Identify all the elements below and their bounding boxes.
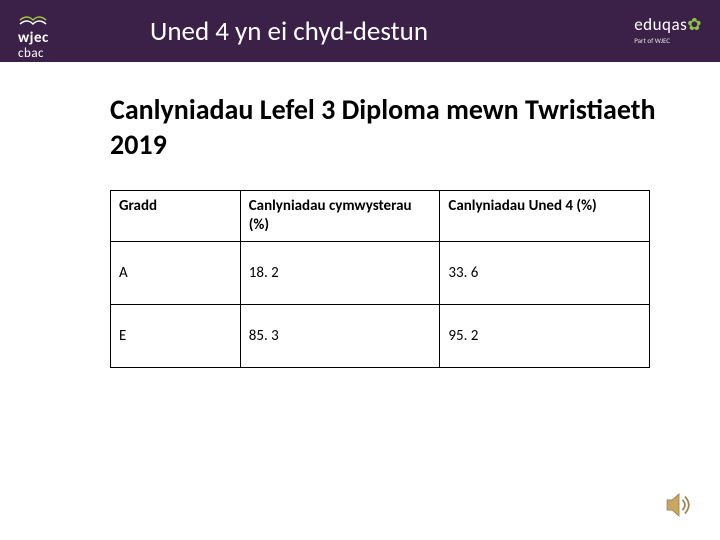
book-icon <box>18 10 49 29</box>
cell-unit4: 33. 6 <box>440 241 650 304</box>
slide-content: Canlyniadau Lefel 3 Diploma mewn Twristi… <box>0 62 720 368</box>
content-subtitle: Canlyniadau Lefel 3 Diploma mewn Twristi… <box>110 92 660 162</box>
logo-subtext: Part of WJEC <box>634 36 702 45</box>
col-header-unit4: Canlyniadau Uned 4 (%) <box>440 191 650 242</box>
leaf-icon: ✿ <box>687 14 702 35</box>
table-header-row: Gradd Canlyniadau cymwysterau (%) Canlyn… <box>111 191 650 242</box>
cell-qual: 18. 2 <box>240 241 440 304</box>
cell-qual: 85. 3 <box>240 304 440 367</box>
cell-unit4: 95. 2 <box>440 304 650 367</box>
col-header-grade: Gradd <box>111 191 241 242</box>
results-table: Gradd Canlyniadau cymwysterau (%) Canlyn… <box>110 190 650 368</box>
wjec-cbac-logo: wjec cbac <box>18 10 49 60</box>
logo-text-eduqas: eduqas✿ <box>634 14 702 35</box>
slide-title: Uned 4 yn ei chyd-destun <box>150 15 428 48</box>
cell-grade: E <box>111 304 241 367</box>
eduqas-logo: eduqas✿ Part of WJEC <box>634 14 702 45</box>
header-bar: wjec cbac Uned 4 yn ei chyd-destun eduqa… <box>0 0 720 62</box>
logo-text-cbac: cbac <box>18 46 44 61</box>
table-row: E 85. 3 95. 2 <box>111 304 650 367</box>
table-row: A 18. 2 33. 6 <box>111 241 650 304</box>
audio-icon[interactable] <box>662 488 696 522</box>
col-header-qual: Canlyniadau cymwysterau (%) <box>240 191 440 242</box>
logo-text-wjec: wjec <box>18 29 49 47</box>
cell-grade: A <box>111 241 241 304</box>
